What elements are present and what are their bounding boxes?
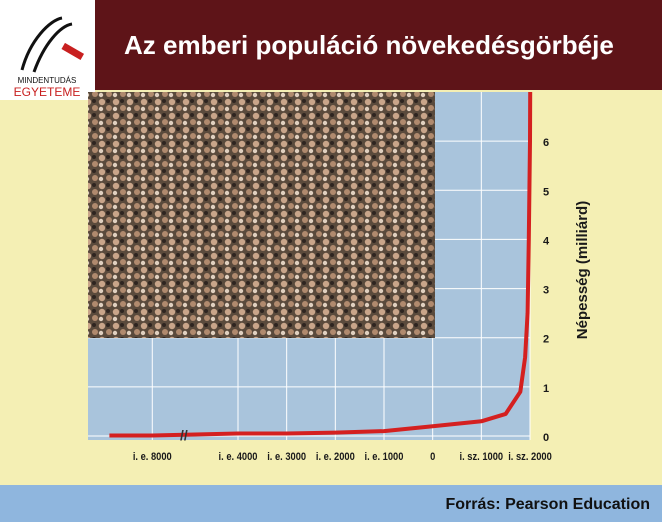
- slide: MINDENTUDÁS EGYETEME Az emberi populáció…: [0, 0, 662, 522]
- y-tick-label: 5: [543, 186, 549, 198]
- y-axis-label: Népesség (milliárd): [574, 201, 591, 339]
- x-tick-label: i. e. 3000: [267, 451, 306, 463]
- x-tick-label: i. sz. 2000: [508, 451, 552, 463]
- source: Forrás: Pearson Education: [446, 496, 651, 513]
- logo-text: EGYETEME: [14, 85, 81, 99]
- x-tick-label: 0: [430, 451, 435, 463]
- axis-break: //: [180, 427, 188, 443]
- logo-text: MINDENTUDÁS: [18, 76, 77, 85]
- y-tick-label: 6: [543, 137, 549, 149]
- y-tick-label: 2: [543, 334, 549, 346]
- chart-title: Az emberi populáció növekedésgörbéje: [124, 30, 614, 60]
- y-tick-label: 3: [543, 285, 549, 297]
- crowd-photo: [88, 92, 435, 338]
- y-tick-label: 0: [543, 432, 549, 444]
- y-tick-label: 1: [543, 383, 549, 395]
- x-tick-label: i. e. 2000: [316, 451, 355, 463]
- x-tick-label: i. e. 4000: [219, 451, 258, 463]
- x-tick-label: i. e. 1000: [365, 451, 404, 463]
- y-tick-label: 4: [543, 235, 550, 247]
- x-tick-label: i. sz. 1000: [460, 451, 504, 463]
- x-tick-label: i. e. 8000: [133, 451, 172, 463]
